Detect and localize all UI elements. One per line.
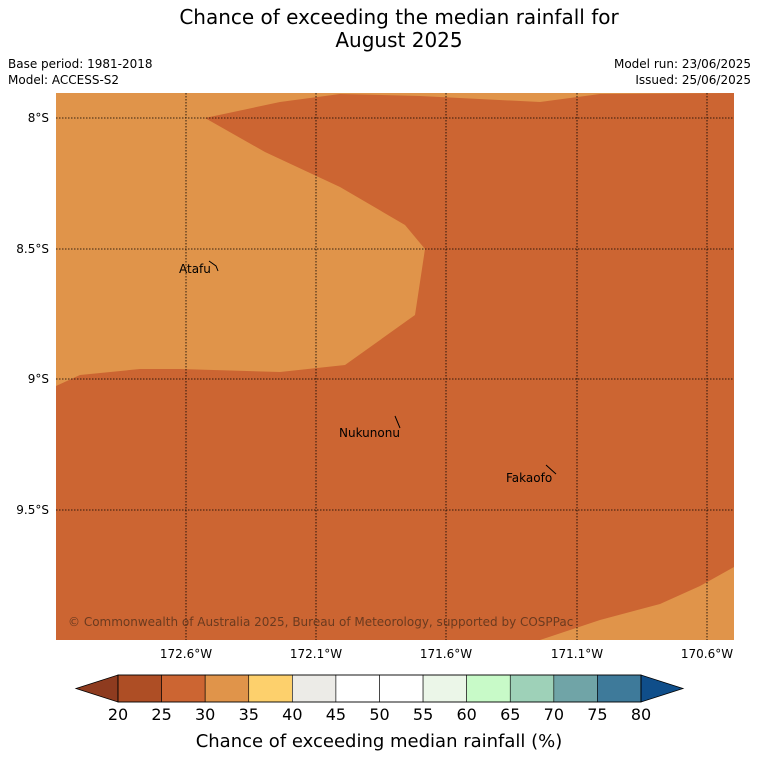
colorbar-segment (509, 674, 555, 703)
colorbar-tick-label: 20 (108, 705, 128, 724)
colorbar-tick-labels: 20 25 30 35 40 45 50 55 60 65 70 75 80 (108, 705, 651, 724)
colorbar-tick-label: 30 (195, 705, 215, 724)
colorbar-tick-label: 50 (369, 705, 389, 724)
model-text: Model: ACCESS-S2 (8, 73, 120, 87)
colorbar-under-arrow (74, 674, 119, 703)
colorbar-over-arrow (640, 674, 685, 703)
colorbar-tick-label: 65 (500, 705, 520, 724)
issued-text: Issued: 25/06/2025 (635, 73, 751, 87)
colorbar-tick-label: 60 (456, 705, 476, 724)
lat-label-9s: 9°S (28, 372, 49, 386)
graticule (56, 93, 734, 640)
lat-label-8s: 8°S (28, 111, 49, 125)
colorbar-label: Chance of exceeding median rainfall (%) (196, 731, 563, 752)
lat-label-8-5s: 8.5°S (16, 242, 49, 256)
copyright-notice: © Commonwealth of Australia 2025, Bureau… (68, 615, 573, 629)
place-label-atafu: Atafu (179, 262, 211, 276)
colorbar-segment (422, 674, 467, 703)
colorbar-segment (292, 674, 337, 703)
islands (208, 260, 557, 475)
colorbar-segment (204, 674, 250, 703)
place-label-fakaofo: Fakaofo (506, 471, 552, 485)
colorbar-tick-label: 35 (239, 705, 259, 724)
colorbar-segment (466, 674, 511, 703)
lon-label-171-6w: 171.6°W (420, 647, 472, 661)
meta-left: Base period: 1981-2018 Model: ACCESS-S2 (8, 56, 153, 88)
chart-title-line-2: August 2025 (335, 28, 463, 52)
lat-label-9-5s: 9.5°S (16, 503, 49, 517)
colorbar-frame (117, 674, 642, 703)
colorbar-segment (248, 674, 293, 703)
base-period-text: Base period: 1981-2018 (8, 57, 153, 71)
colorbar-tick-label: 25 (151, 705, 171, 724)
atafu-island-shape (208, 260, 219, 272)
colorbar: 20 25 30 35 40 45 50 55 60 65 70 75 80 Chance of exc… (74, 674, 685, 752)
lon-label-172-1w: 172.1°W (290, 647, 342, 661)
colorbar-tick-label: 45 (326, 705, 346, 724)
map-panel: Atafu Nukunonu Fakaofo © Commonwealth of… (56, 93, 734, 640)
region-30-35-bottom-right (540, 567, 734, 640)
nukunonu-island-shape (394, 415, 401, 429)
colorbar-tick-label: 55 (413, 705, 433, 724)
colorbar-segments (117, 674, 642, 703)
colorbar-segment (553, 674, 598, 703)
colorbar-segment (335, 674, 380, 703)
colorbar-segment (379, 674, 424, 703)
colorbar-tick-label: 40 (282, 705, 302, 724)
lon-label-170-6w: 170.6°W (681, 647, 733, 661)
chart-title-line-1: Chance of exceeding the median rainfall … (179, 5, 619, 29)
meta-right: Model run: 23/06/2025 Issued: 25/06/2025 (614, 56, 751, 88)
colorbar-segment (161, 674, 206, 703)
colorbar-tick-label: 75 (587, 705, 607, 724)
colorbar-tick-label: 80 (631, 705, 651, 724)
model-run-text: Model run: 23/06/2025 (613, 57, 751, 71)
fakaofo-island-shape (545, 464, 557, 475)
colorbar-segment (117, 674, 162, 703)
lon-label-172-6w: 172.6°W (160, 647, 212, 661)
colorbar-segment (597, 674, 642, 703)
region-30-35-top (56, 93, 734, 386)
place-label-nukunonu: Nukunonu (339, 426, 400, 440)
colorbar-tick-label: 70 (544, 705, 564, 724)
lon-label-171-1w: 171.1°W (551, 647, 603, 661)
